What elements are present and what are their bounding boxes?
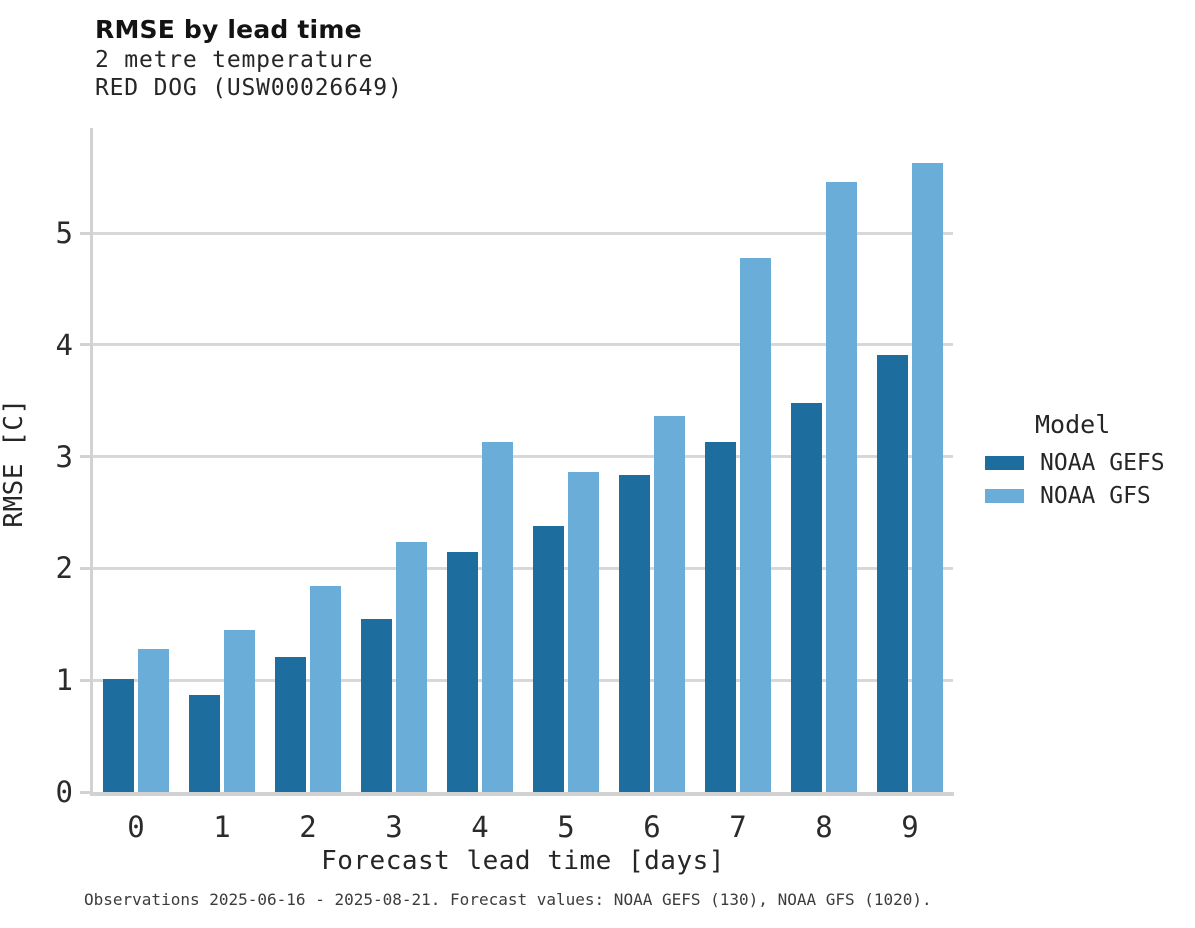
y-tick-mark-3 <box>80 455 90 459</box>
y-tick-label-5: 5 <box>55 216 73 251</box>
plot-area: 0 1 2 3 4 5 0 1 2 3 4 5 6 7 8 9 <box>56 128 954 842</box>
bar-noaa-gfs-day-1 <box>224 630 255 792</box>
bar-noaa-gefs-day-5 <box>533 526 564 792</box>
legend-title: Model <box>1035 410 1111 439</box>
gridline-y-5 <box>93 231 953 235</box>
bar-noaa-gfs-day-3 <box>396 542 427 792</box>
bar-noaa-gfs-day-6 <box>654 416 685 792</box>
y-tick-mark-5 <box>80 231 90 235</box>
bar-noaa-gfs-day-7 <box>740 258 771 792</box>
bar-noaa-gefs-day-1 <box>189 695 220 792</box>
x-tick-label-6: 6 <box>643 810 661 844</box>
x-tick-label-2: 2 <box>299 810 317 844</box>
chart-subtitle-variable: 2 metre temperature <box>95 47 374 73</box>
y-tick-mark-4 <box>80 343 90 347</box>
bar-noaa-gefs-day-4 <box>447 552 478 792</box>
x-tick-label-7: 7 <box>729 810 747 844</box>
x-tick-label-8: 8 <box>815 810 833 844</box>
chart-title: RMSE by lead time <box>95 15 362 44</box>
chart-header: RMSE by lead time 2 metre temperature RE… <box>95 14 403 102</box>
bar-noaa-gfs-day-5 <box>568 472 599 792</box>
legend: Model NOAA GEFS NOAA GFS <box>985 410 1190 512</box>
y-tick-label-1: 1 <box>55 663 73 698</box>
gridline-y-3 <box>93 455 953 459</box>
bar-noaa-gfs-day-0 <box>138 649 169 792</box>
gridline-y-4 <box>93 343 953 347</box>
y-tick-mark-2 <box>80 566 90 570</box>
bar-noaa-gfs-day-9 <box>912 163 943 792</box>
legend-swatch-noaa-gfs <box>985 488 1024 503</box>
legend-item-noaa-gefs: NOAA GEFS <box>985 446 1190 479</box>
x-tick-label-0: 0 <box>127 810 145 844</box>
bar-noaa-gefs-day-0 <box>103 679 134 792</box>
chart-subtitle-station: RED DOG (USW00026649) <box>95 75 403 101</box>
legend-label-noaa-gfs: NOAA GFS <box>1040 482 1151 509</box>
y-axis-spine <box>90 128 93 796</box>
x-tick-label-4: 4 <box>471 810 489 844</box>
bar-noaa-gefs-day-9 <box>877 355 908 792</box>
y-tick-label-0: 0 <box>55 775 73 809</box>
x-axis-label: Forecast lead time [days] <box>321 846 725 876</box>
y-tick-label-3: 3 <box>55 439 73 474</box>
bar-noaa-gfs-day-4 <box>482 442 513 792</box>
x-tick-label-3: 3 <box>385 810 403 844</box>
legend-swatch-noaa-gefs <box>985 455 1024 470</box>
legend-item-noaa-gfs: NOAA GFS <box>985 479 1190 512</box>
bar-noaa-gfs-day-2 <box>310 586 341 792</box>
bar-noaa-gefs-day-7 <box>705 442 736 792</box>
y-tick-mark-0 <box>80 790 90 794</box>
bar-noaa-gefs-day-3 <box>361 619 392 792</box>
gridline-y-1 <box>93 678 953 682</box>
gridline-y-2 <box>93 566 953 570</box>
x-tick-label-9: 9 <box>901 810 919 844</box>
footnote: Observations 2025-06-16 - 2025-08-21. Fo… <box>84 890 932 909</box>
y-tick-label-2: 2 <box>55 551 73 586</box>
x-tick-label-1: 1 <box>213 810 231 844</box>
y-tick-mark-1 <box>80 678 90 682</box>
legend-label-noaa-gefs: NOAA GEFS <box>1040 449 1165 476</box>
bar-noaa-gefs-day-2 <box>275 657 306 792</box>
y-tick-label-4: 4 <box>55 327 73 362</box>
bar-noaa-gefs-day-8 <box>791 403 822 792</box>
x-axis-spine <box>90 792 954 796</box>
bar-noaa-gfs-day-8 <box>826 182 857 792</box>
bar-noaa-gefs-day-6 <box>619 475 650 792</box>
x-tick-label-5: 5 <box>557 810 575 844</box>
